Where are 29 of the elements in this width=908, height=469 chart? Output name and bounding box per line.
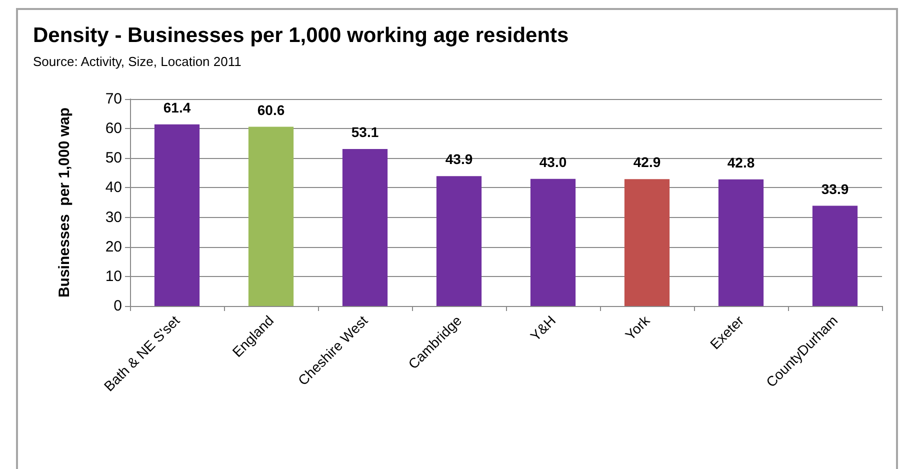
bar xyxy=(436,176,482,306)
bar xyxy=(718,179,764,306)
data-label: 43.9 xyxy=(445,151,473,168)
x-tick-label: Y&H xyxy=(527,312,559,344)
bar xyxy=(248,126,294,306)
y-tick-label: 0 xyxy=(114,298,122,314)
data-label: 42.8 xyxy=(727,154,755,170)
y-axis-title: Businesses per 1,000 wap xyxy=(56,107,73,298)
data-label: 53.1 xyxy=(351,124,379,140)
bar xyxy=(812,206,858,306)
x-tick-label: York xyxy=(622,312,654,344)
y-tick-label: 30 xyxy=(105,208,122,226)
y-tick-label: 70 xyxy=(105,90,122,108)
y-tick-label: 10 xyxy=(105,268,122,285)
y-tick-label: 60 xyxy=(105,120,122,138)
bar xyxy=(530,178,576,306)
data-label: 60.6 xyxy=(257,102,285,118)
y-tick-label: 20 xyxy=(105,238,122,256)
bar xyxy=(154,124,200,306)
data-label: 42.9 xyxy=(633,154,661,170)
bar xyxy=(624,179,670,306)
data-label: 33.9 xyxy=(821,180,849,197)
chart-subtitle: Source: Activity, Size, Location 2011 xyxy=(33,54,242,69)
chart-title: Density - Businesses per 1,000 working age residents xyxy=(33,24,569,47)
y-tick-label: 40 xyxy=(105,179,122,196)
bar xyxy=(342,148,388,306)
y-tick-label: 50 xyxy=(105,150,122,167)
data-label: 43.0 xyxy=(539,154,567,170)
data-label: 61.4 xyxy=(163,99,191,116)
